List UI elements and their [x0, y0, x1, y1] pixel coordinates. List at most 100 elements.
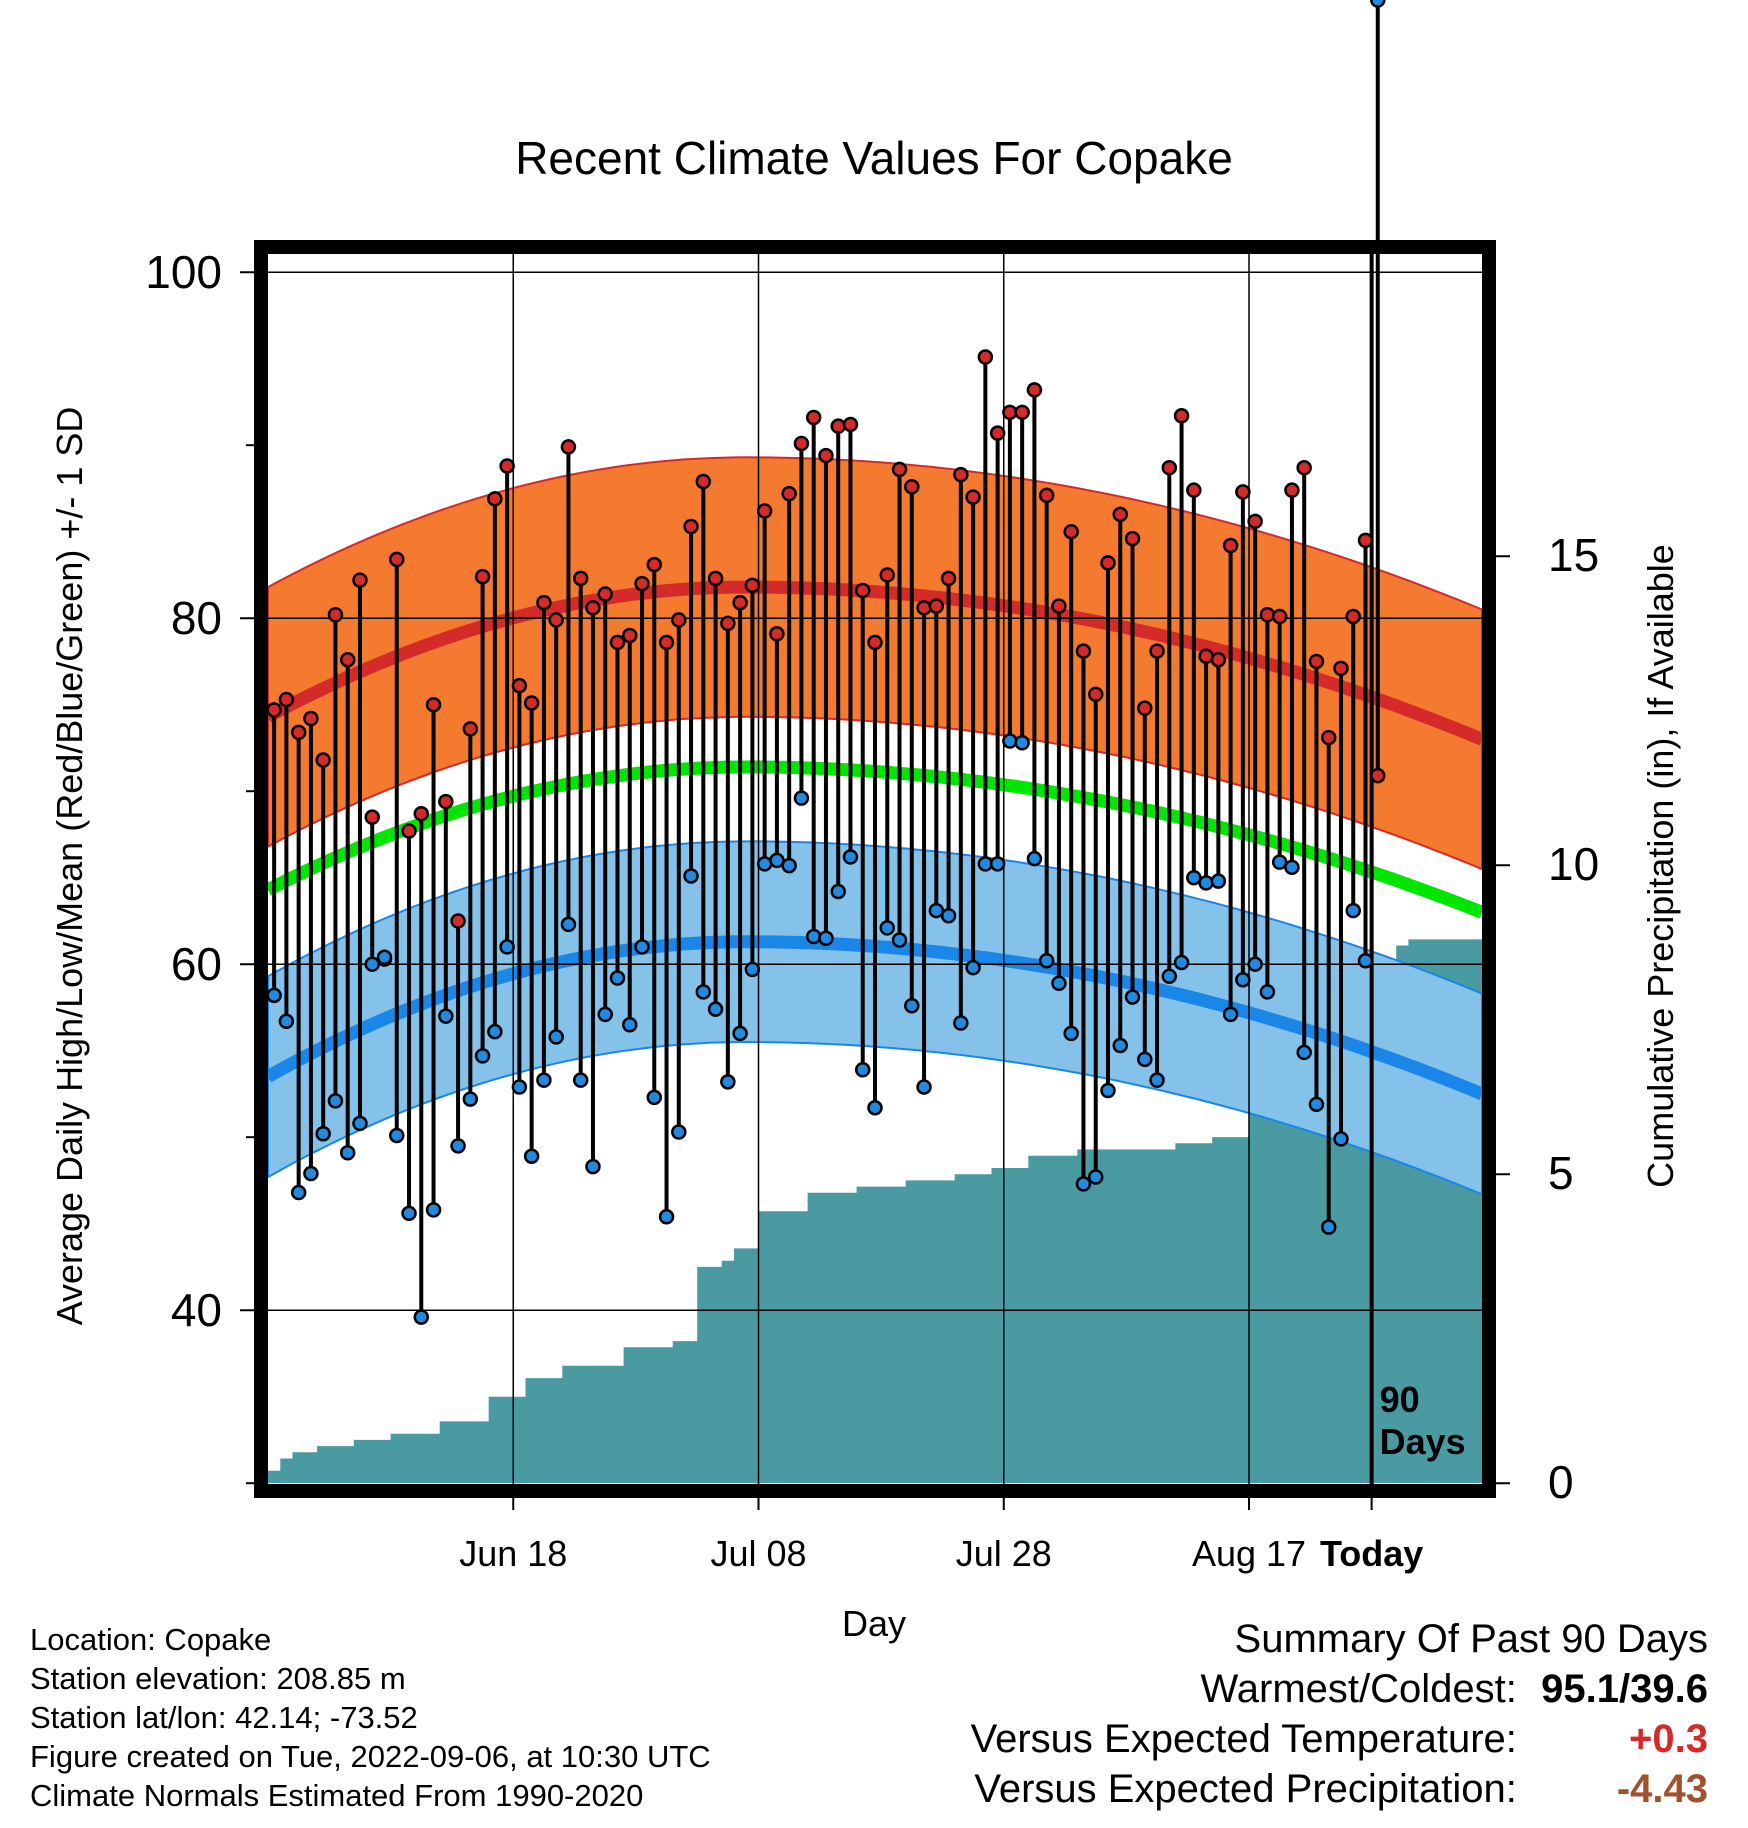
daily-low-point	[401, 1205, 417, 1222]
daily-high-point	[401, 823, 417, 839]
daily-high-point	[352, 572, 368, 588]
daily-high-point	[536, 594, 552, 611]
daily-high-point	[278, 691, 295, 708]
daily-low-point	[315, 1125, 331, 1142]
latlon-text: Station lat/lon: 42.14; -73.52	[30, 1700, 418, 1735]
daily-low-point	[916, 1079, 932, 1095]
daily-low-point	[474, 1048, 491, 1064]
daily-high-point	[487, 491, 503, 507]
temp-row: Versus Expected Temperature: +0.3	[971, 1714, 1708, 1764]
daily-high-point	[511, 677, 528, 694]
daily-low-point	[560, 916, 577, 933]
daily-low-point	[658, 1209, 675, 1225]
daily-high-point	[867, 634, 883, 651]
daily-high-point	[1186, 482, 1202, 498]
daily-low-point	[438, 1008, 454, 1024]
daily-high-point	[1357, 532, 1374, 549]
daily-low-point	[1100, 1082, 1116, 1099]
y2-tick-label: 15	[1548, 529, 1599, 581]
daily-low-point	[572, 1072, 589, 1088]
daily-high-point	[425, 696, 442, 713]
elevation-text: Station elevation: 208.85 m	[30, 1661, 406, 1696]
y2-axis-label: Cumulative Precipitation (in), If Availa…	[1640, 544, 1681, 1188]
daily-high-point	[1051, 598, 1067, 614]
daily-low-point	[1087, 1169, 1104, 1185]
daily-high-point	[720, 615, 736, 632]
temp-label: Versus Expected Temperature:	[970, 1717, 1517, 1761]
precip-label: Versus Expected Precipitation:	[974, 1767, 1517, 1811]
daily-low-point	[621, 1017, 638, 1033]
daily-low-point	[278, 1013, 295, 1030]
daily-low-point	[1051, 975, 1067, 991]
daily-high-point	[315, 752, 331, 768]
daily-high-point	[744, 577, 761, 594]
daily-low-point	[1075, 1176, 1092, 1192]
daily-low-point	[425, 1202, 442, 1218]
daily-low-point	[940, 908, 957, 924]
daily-high-point	[1100, 555, 1116, 571]
daily-high-point	[940, 570, 957, 587]
y-tick-label: 60	[171, 938, 222, 990]
daily-low-point	[1038, 952, 1055, 969]
summary-title: Summary Of Past 90 Days	[1234, 1617, 1708, 1661]
daily-low-point	[1198, 875, 1214, 891]
daily-high-point	[413, 805, 430, 822]
daily-high-point	[989, 425, 1006, 441]
y-tick-label: 80	[171, 592, 222, 644]
daily-low-point	[695, 984, 712, 1000]
y2-tick-label: 5	[1548, 1147, 1574, 1199]
daily-high-point	[1075, 643, 1092, 659]
precip-value: -4.43	[1616, 1767, 1708, 1811]
daily-high-point	[290, 724, 307, 741]
daily-low-point	[1345, 902, 1361, 919]
daily-low-point	[1333, 1131, 1349, 1147]
daily-high-point	[683, 518, 699, 535]
daily-low-point	[1063, 1025, 1079, 1042]
daily-low-point	[523, 1148, 540, 1164]
summary-panel: Summary Of Past 90 Days Warmest/Coldest:…	[971, 1614, 1708, 1814]
daily-low-point	[793, 790, 810, 806]
daily-low-point	[1247, 956, 1263, 972]
daily-low-point	[720, 1074, 736, 1090]
daily-low-point	[1149, 1072, 1165, 1088]
daily-low-point	[1320, 1219, 1337, 1235]
daily-high-point	[1063, 523, 1079, 540]
today-days-label: 90 Days	[1380, 1379, 1466, 1462]
daily-low-point	[536, 1072, 552, 1088]
x-tick-label: Jun 18	[459, 1533, 567, 1574]
daily-low-point	[1112, 1037, 1129, 1054]
daily-high-point	[474, 568, 491, 585]
daily-high-point	[830, 418, 846, 434]
daily-low-point	[1026, 850, 1043, 867]
daily-low-point	[1014, 735, 1030, 751]
y-axis: 100 80 60 40	[145, 246, 261, 1485]
daily-low-point	[462, 1091, 479, 1107]
daily-high-point	[1259, 606, 1276, 623]
daily-high-point	[462, 721, 479, 737]
daily-high-point	[1370, 767, 1386, 784]
daily-high-point	[1038, 487, 1055, 504]
precipitation-area	[268, 933, 1482, 1484]
daily-low-point	[609, 970, 626, 986]
daily-low-point	[290, 1184, 307, 1201]
warmest-value: 95.1/39.6	[1541, 1667, 1708, 1711]
daily-low-point	[1296, 1044, 1312, 1061]
daily-high-point	[1137, 700, 1153, 716]
x-tick-label: Jul 08	[710, 1533, 806, 1574]
daily-high-point	[695, 473, 712, 490]
daily-high-point	[1210, 651, 1227, 668]
daily-low-point	[1210, 873, 1227, 889]
warmest-label: Warmest/Coldest:	[1200, 1667, 1517, 1711]
daily-high-point	[732, 594, 748, 611]
daily-high-point	[953, 466, 969, 483]
daily-high-point	[548, 612, 564, 628]
daily-low-point	[1357, 952, 1374, 969]
daily-low-point	[389, 1127, 405, 1144]
daily-low-point	[671, 1124, 687, 1140]
daily-low-point	[1186, 869, 1202, 886]
daily-low-point	[781, 857, 797, 874]
daily-high-point	[572, 570, 589, 587]
daily-high-point	[756, 503, 773, 519]
daily-high-point	[266, 702, 282, 718]
daily-low-point	[352, 1115, 368, 1132]
